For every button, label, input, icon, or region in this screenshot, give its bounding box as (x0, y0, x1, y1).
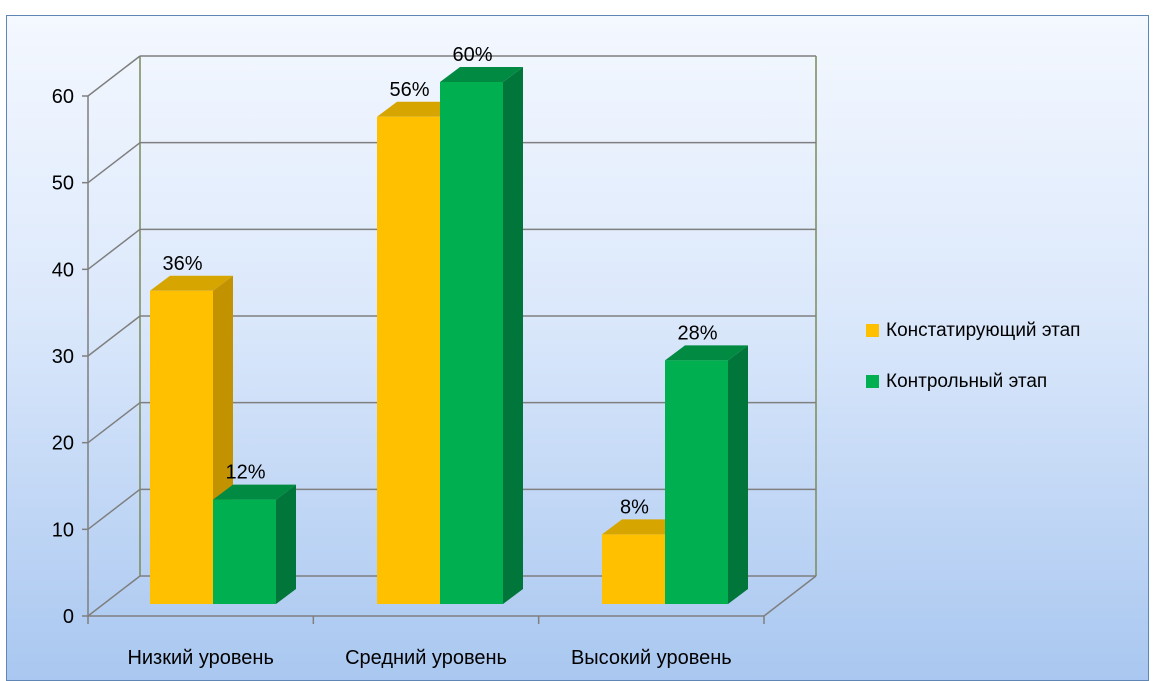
bar-top (602, 519, 685, 535)
data-label: 8% (620, 496, 649, 518)
legend-swatch-0 (866, 324, 879, 337)
gridline-side (87, 315, 141, 357)
data-label: 12% (225, 462, 265, 484)
x-category-label: Низкий уровень (127, 647, 273, 669)
bar-side (728, 345, 748, 604)
gridline-side (87, 55, 141, 97)
bar-1-2 (665, 345, 748, 604)
floor-right-edge (763, 575, 817, 617)
legend-item-1: Контрольный этап (866, 367, 1080, 396)
data-label: 60% (452, 44, 492, 66)
bar-side (503, 67, 523, 604)
bar-top (150, 275, 233, 291)
axes: 0 10 20 30 40 50 60 Низкий уровень Средний урове… (52, 86, 765, 669)
bar-top (440, 67, 523, 82)
legend-item-0: Констатирующий этап (866, 316, 1080, 345)
x-category-label: Высокий уровень (571, 647, 732, 669)
gridline-side (87, 228, 141, 270)
bar-top (665, 345, 748, 361)
data-label: 56% (389, 79, 429, 101)
legend: Констатирующий этап Контрольный этап (866, 316, 1080, 418)
bar-front (440, 82, 503, 604)
bar-1-0 (213, 484, 296, 604)
y-tick-label: 40 (52, 259, 74, 281)
bar-front (602, 534, 665, 604)
bar-front (150, 290, 213, 604)
y-tick-label: 0 (63, 606, 74, 628)
bar-front (377, 116, 440, 605)
bar-top (377, 101, 460, 117)
y-tick-label: 60 (52, 86, 74, 108)
y-tick-label: 50 (52, 173, 74, 195)
bar-1-1 (440, 67, 523, 604)
legend-swatch-1 (866, 375, 879, 388)
bar-front (213, 499, 276, 604)
bar-top (213, 484, 296, 500)
gridline-side (87, 488, 141, 530)
gridline-side (87, 142, 141, 184)
y-tick-label: 30 (52, 346, 74, 368)
legend-label-1: Контрольный этап (886, 370, 1048, 392)
bar-0-2 (602, 519, 685, 604)
legend-label-0: Констатирующий этап (886, 319, 1081, 341)
labels: 36% 12% 56% 60% 8% 28% (162, 44, 717, 518)
bar-side (276, 484, 296, 604)
data-label: 28% (677, 322, 717, 344)
y-tick-label: 10 (52, 519, 74, 541)
y-tick-label: 20 (52, 433, 74, 455)
data-label: 36% (162, 253, 202, 275)
bar-front (665, 360, 728, 604)
gridline-side (87, 402, 141, 444)
gridline-side (87, 575, 141, 617)
bars (150, 67, 748, 605)
x-category-label: Средний уровень (345, 647, 507, 669)
